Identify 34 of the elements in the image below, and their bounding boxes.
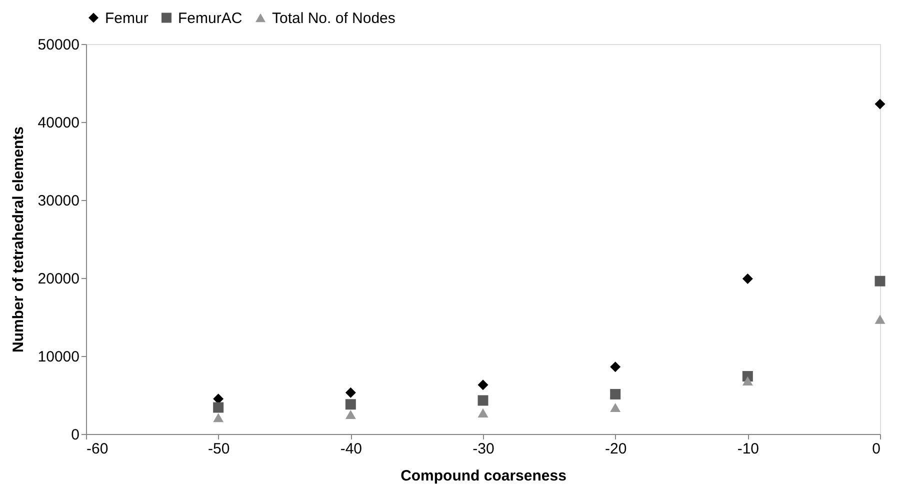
y-tick-label: 50000 [38,36,80,54]
point [478,380,488,390]
x-tick-label: -10 [737,440,760,458]
legend-label: Total No. of Nodes [272,10,396,27]
point [610,388,621,400]
y-tick-label: 20000 [38,270,80,288]
x-tick-label: -40 [340,440,362,458]
x-axis-title: Compound coarseness [400,468,566,484]
y-tick-label: 30000 [38,192,80,210]
y-tick-label: 0 [71,426,80,444]
point [610,362,621,372]
point [610,402,621,412]
point [213,402,224,413]
point [478,395,488,406]
point [345,387,356,398]
y-tick-label: 10000 [38,348,80,366]
x-tick-label: -50 [208,440,230,458]
legend-label: Femur [105,10,148,27]
point [874,98,886,110]
x-tick-label: -60 [86,440,108,458]
point [345,410,356,420]
point [874,314,886,324]
point [478,408,488,418]
point [345,399,356,410]
y-axis-title: Number of tetrahedral elements [10,126,27,352]
x-tick-label: -20 [604,440,627,458]
x-tick-label: -30 [472,440,494,458]
point [742,274,753,284]
point [213,413,224,422]
point [874,276,886,286]
legend-label: FemurAC [178,10,242,27]
point [742,376,753,386]
x-tick-label: 0 [872,440,880,458]
y-tick-label: 40000 [38,114,80,132]
